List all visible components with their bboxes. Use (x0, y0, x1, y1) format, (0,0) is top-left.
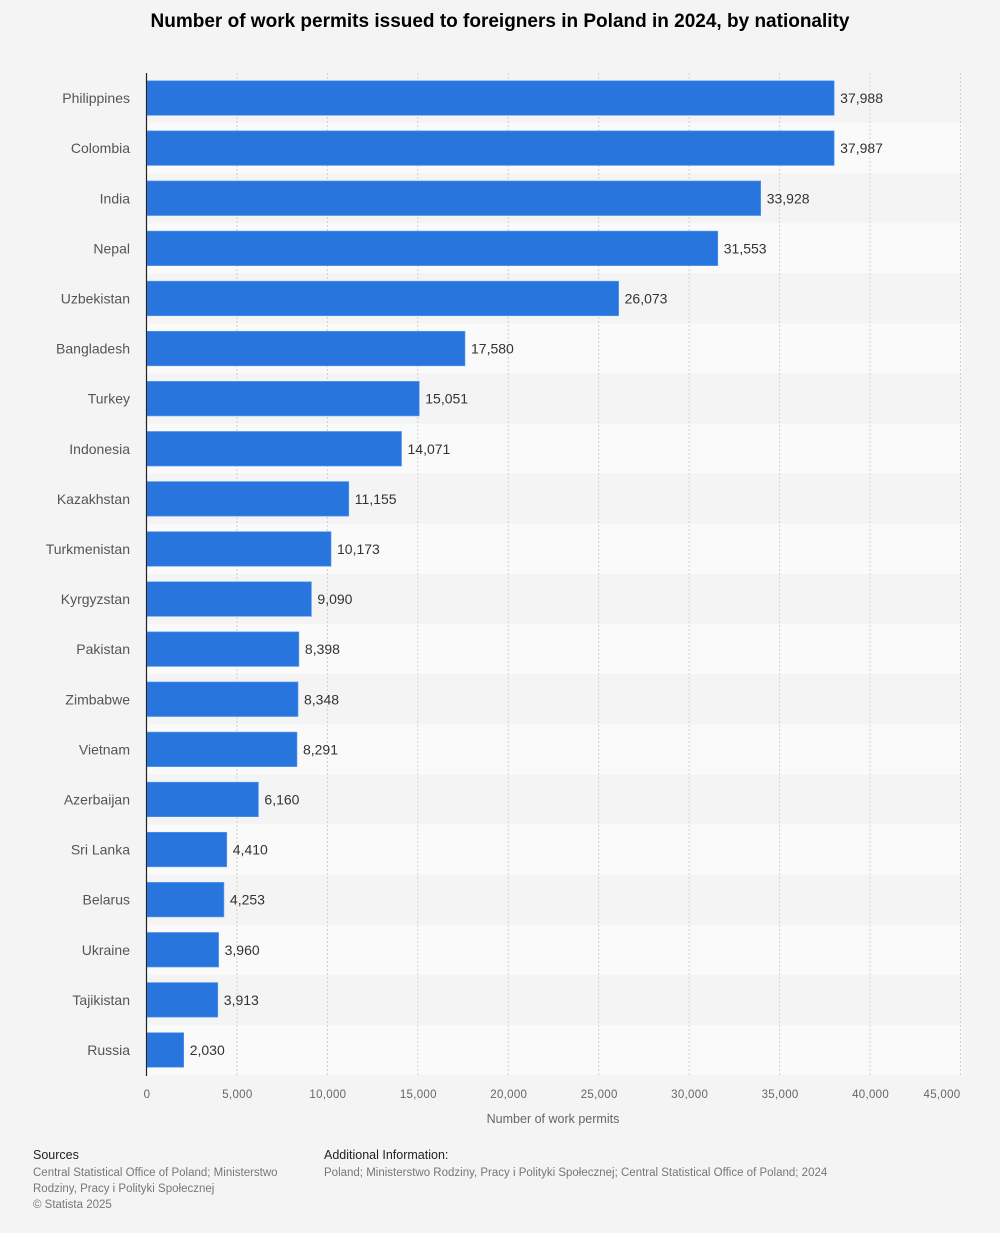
value-label: 8,291 (303, 741, 338, 757)
category-label: Philippines (62, 90, 130, 106)
bar[interactable] (146, 481, 350, 517)
category-label: Russia (87, 1042, 130, 1058)
category-label: Zimbabwe (65, 691, 130, 707)
bar[interactable] (146, 932, 219, 968)
bar[interactable] (146, 180, 762, 216)
value-label: 33,928 (767, 190, 810, 206)
category-label: Turkey (88, 391, 130, 407)
value-label: 3,913 (224, 992, 259, 1008)
value-label: 14,071 (408, 441, 451, 457)
category-label: Turkmenistan (46, 541, 130, 557)
value-label: 37,988 (840, 90, 883, 106)
category-label: Nepal (93, 240, 130, 256)
row-band (146, 824, 963, 875)
category-labels: Philippines Colombia India Nepal Uzbekistan B… (46, 90, 131, 1058)
bar-chart: Philippines Colombia India Nepal Uzbekistan B… (46, 73, 963, 1126)
x-tick-label: 5,000 (222, 1089, 252, 1101)
x-tick-label: 25,000 (581, 1089, 618, 1101)
bar[interactable] (146, 330, 466, 367)
value-label: 10,173 (337, 541, 380, 557)
category-label: Azerbaijan (64, 791, 130, 807)
value-label: 4,410 (233, 842, 268, 858)
x-tick-label: 20,000 (490, 1089, 527, 1101)
value-label: 6,160 (264, 791, 299, 807)
additional-info-heading: Additional Information: (324, 1148, 449, 1162)
row-bands (146, 73, 963, 1075)
value-label: 4,253 (230, 892, 265, 908)
x-tick-label: 0 (144, 1089, 151, 1101)
category-label: Vietnam (79, 741, 130, 757)
category-label: Uzbekistan (61, 290, 130, 306)
value-label: 17,580 (471, 341, 514, 357)
bar[interactable] (146, 130, 835, 166)
sources-line-2: Rodziny, Pracy i Polityki Społecznej (33, 1183, 215, 1195)
bar[interactable] (146, 280, 619, 317)
bar[interactable] (146, 431, 402, 467)
x-tick-label: 45,000 (924, 1089, 961, 1101)
copyright: © Statista 2025 (33, 1199, 112, 1211)
sources-line-1: Central Statistical Office of Poland; Mi… (33, 1167, 278, 1179)
category-label: India (100, 190, 131, 206)
gridlines (236, 73, 961, 1075)
category-label: Tajikistan (72, 992, 130, 1008)
bars (146, 80, 835, 1068)
row-band (146, 774, 963, 825)
bar[interactable] (146, 80, 835, 116)
category-label: Sri Lanka (71, 842, 130, 858)
bar[interactable] (146, 831, 228, 868)
bar[interactable] (146, 882, 225, 918)
additional-info-block: Additional Information: Poland; Minister… (324, 1148, 964, 1181)
x-tick-label: 30,000 (671, 1089, 708, 1101)
value-label: 11,155 (355, 491, 397, 507)
value-label: 9,090 (317, 591, 352, 607)
bar[interactable] (146, 631, 300, 667)
row-band (146, 874, 963, 925)
x-tick-label: 40,000 (852, 1089, 889, 1101)
category-label: Ukraine (82, 942, 130, 958)
bar[interactable] (146, 581, 312, 617)
value-label: 31,553 (724, 240, 767, 256)
additional-info-text: Poland; Ministerstwo Rodziny, Pracy i Po… (324, 1167, 828, 1179)
x-tick-label: 35,000 (762, 1089, 799, 1101)
x-tick-label: 10,000 (309, 1089, 346, 1101)
value-label: 8,398 (305, 641, 340, 657)
bar[interactable] (146, 230, 719, 266)
bar[interactable] (146, 781, 259, 818)
category-label: Belarus (83, 892, 130, 908)
value-label: 3,960 (225, 942, 260, 958)
value-label: 8,348 (304, 691, 339, 707)
value-label: 15,051 (425, 391, 468, 407)
sources-block: Sources Central Statistical Office of Po… (33, 1148, 313, 1213)
row-band (146, 924, 963, 975)
category-label: Indonesia (69, 441, 130, 457)
x-axis-label: Number of work permits (487, 1112, 620, 1126)
bar[interactable] (146, 531, 332, 567)
bar[interactable] (146, 381, 420, 417)
category-label: Kyrgyzstan (61, 591, 130, 607)
category-label: Kazakhstan (57, 491, 130, 507)
category-label: Bangladesh (56, 341, 130, 357)
category-label: Pakistan (76, 641, 130, 657)
sources-heading: Sources (33, 1148, 79, 1162)
value-label: 26,073 (625, 290, 668, 306)
category-label: Colombia (71, 140, 130, 156)
x-tick-label: 15,000 (400, 1089, 437, 1101)
x-tick-labels: 0 5,000 10,000 15,000 20,000 25,000 30,000 35,0… (144, 1089, 961, 1101)
chart-title: Number of work permits issued to foreign… (150, 11, 850, 32)
bar[interactable] (146, 982, 219, 1018)
bar[interactable] (146, 731, 298, 767)
value-label: 37,987 (840, 140, 883, 156)
value-labels: 37,988 37,987 33,928 31,553 26,073 17,580 15,0… (190, 90, 883, 1058)
bar[interactable] (146, 681, 299, 717)
row-band (146, 1024, 963, 1075)
row-band (146, 974, 963, 1025)
value-label: 2,030 (190, 1042, 225, 1058)
bar[interactable] (146, 1032, 185, 1068)
